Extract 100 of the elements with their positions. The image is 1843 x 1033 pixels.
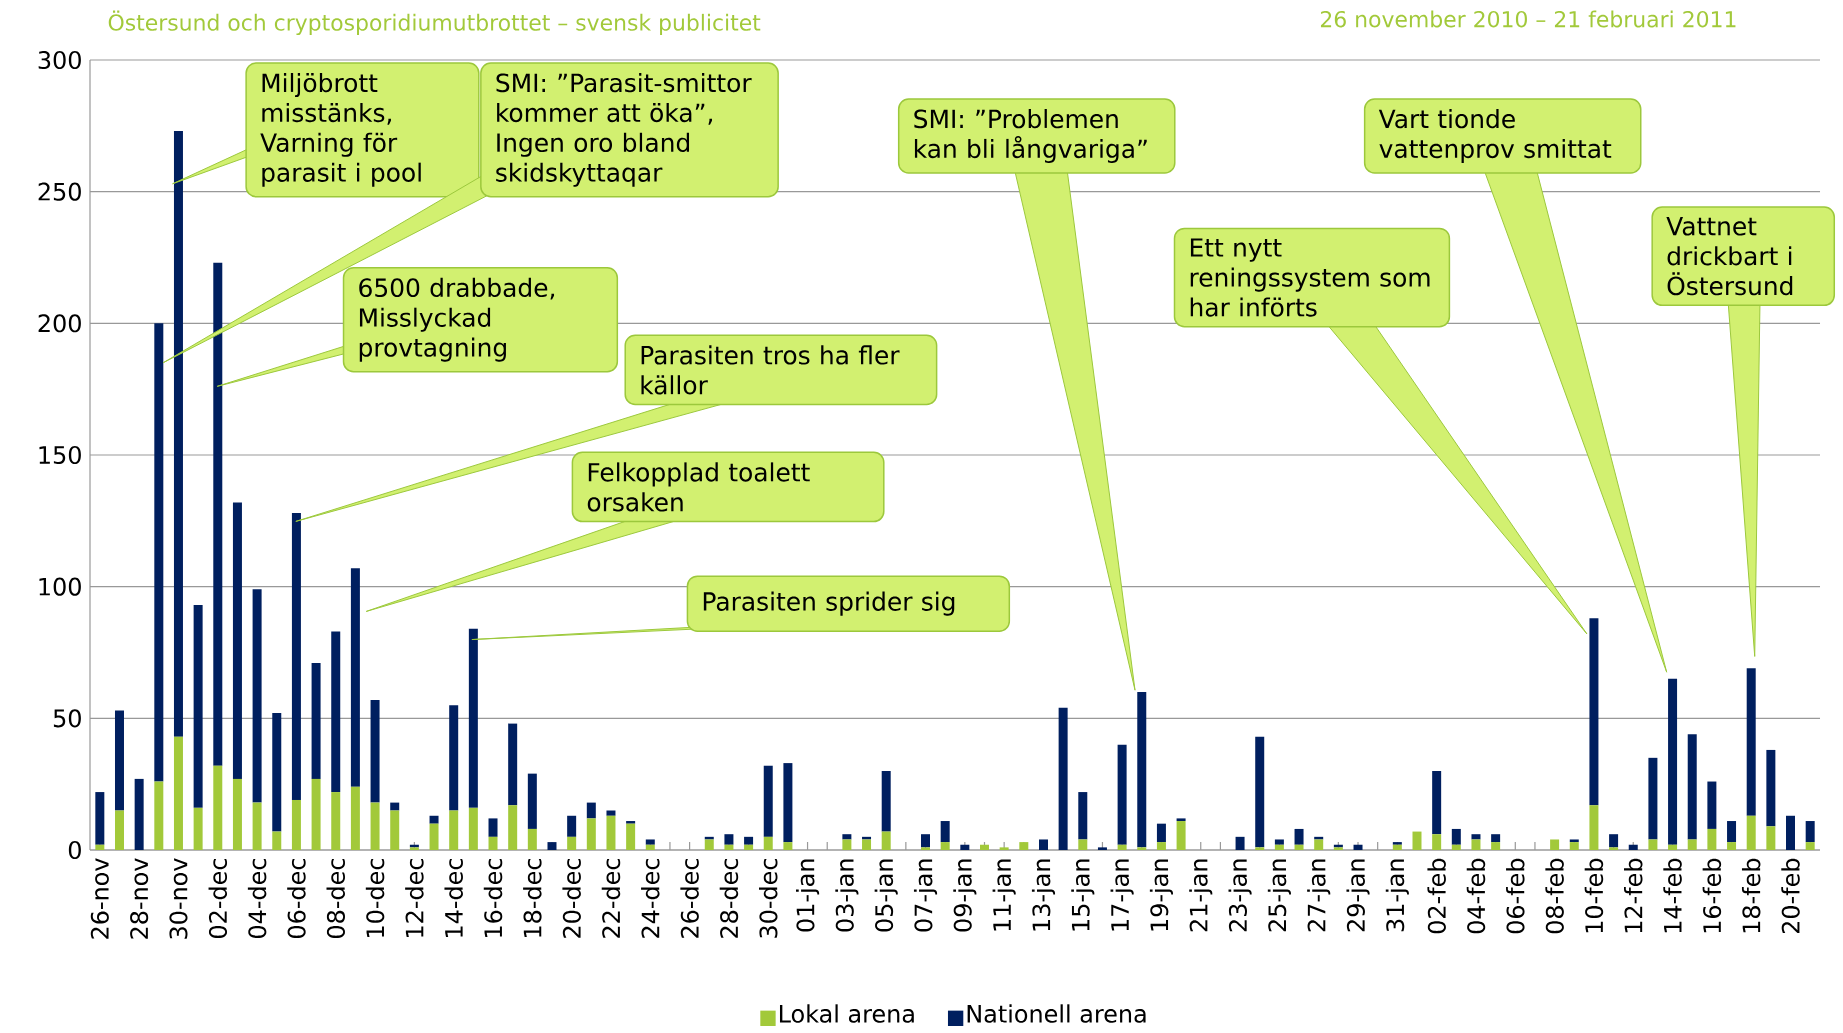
bar	[488, 818, 498, 837]
bar	[881, 831, 891, 850]
bar	[1392, 844, 1402, 850]
bar	[1432, 771, 1442, 835]
bar	[1176, 821, 1186, 850]
bar	[429, 823, 439, 850]
x-tick-label: 27-jan	[1307, 859, 1331, 932]
x-tick-label: 18-dec	[523, 859, 542, 937]
x-tick-label: 16-dec	[483, 859, 503, 937]
y-tick-label: 0	[68, 840, 81, 860]
bar	[1707, 828, 1717, 850]
bar	[272, 713, 282, 832]
bar	[567, 815, 577, 837]
bar	[291, 512, 301, 800]
x-tick-label: 30-dec	[759, 859, 778, 938]
bar	[1294, 844, 1304, 850]
bar	[1550, 839, 1560, 850]
bar	[1491, 842, 1501, 850]
bar	[960, 844, 970, 850]
bar	[645, 839, 655, 845]
annotation: Ett nytt reningssystem som har införts	[1190, 238, 1430, 317]
bar	[331, 792, 341, 850]
x-tick-label: 10-dec	[365, 859, 385, 937]
bar	[1609, 847, 1619, 850]
bar	[1668, 678, 1678, 845]
x-tick-label: 25-jan	[1267, 859, 1291, 932]
x-tick-label: 20-dec	[562, 859, 581, 938]
bar	[1569, 842, 1579, 850]
x-tick-label: 22-dec	[601, 859, 621, 938]
annotation: SMI: ”Parasit-smittor kommer att öka”, Ingen oro bland skidskyttaqar	[496, 72, 752, 187]
bar	[1235, 836, 1245, 850]
bar	[370, 802, 380, 850]
bar	[744, 844, 754, 850]
x-tick-label: 12-feb	[1624, 858, 1643, 933]
bar	[154, 781, 164, 850]
bar	[1628, 844, 1638, 850]
bar	[213, 262, 223, 766]
bar	[1766, 749, 1776, 827]
x-tick-label: 28-dec	[719, 859, 739, 938]
y-tick-label: 150	[39, 445, 81, 465]
bar	[1668, 844, 1678, 850]
chart-subtitle: 26 november 2010 – 21 februari 2011	[1320, 10, 1736, 28]
legend-label: Nationell arena	[967, 1004, 1146, 1023]
bar	[1687, 839, 1697, 850]
bar	[1589, 805, 1599, 850]
bar	[1727, 821, 1737, 843]
bar	[1569, 839, 1579, 843]
x-tick-label: 16-feb	[1702, 858, 1722, 933]
bar	[626, 821, 636, 824]
bar	[527, 773, 537, 829]
bar	[95, 792, 105, 845]
bar	[1471, 834, 1481, 840]
x-tick-label: 06-dec	[287, 859, 306, 939]
bar	[645, 844, 655, 850]
bar	[1451, 844, 1461, 850]
bar	[586, 802, 596, 819]
annotation: Vattnet drickbart i Östersund	[1666, 217, 1793, 296]
bar	[1137, 692, 1147, 848]
bar	[252, 589, 262, 803]
bar	[1746, 668, 1756, 816]
bar	[193, 807, 203, 850]
bar	[350, 786, 360, 850]
bar	[311, 663, 321, 779]
bar	[508, 723, 518, 806]
bar	[114, 810, 124, 850]
bar	[1589, 618, 1599, 806]
bar	[1156, 842, 1166, 850]
bar	[724, 834, 734, 845]
bar	[1707, 781, 1717, 829]
x-tick-label: 12-dec	[405, 859, 424, 937]
bar	[744, 836, 754, 845]
x-tick-label: 03-jan	[835, 859, 859, 932]
bar	[1471, 839, 1481, 850]
bar	[1451, 828, 1461, 845]
x-tick-label: 11-jan	[992, 859, 1016, 931]
bar	[1648, 839, 1658, 850]
x-tick-label: 02-dec	[208, 859, 228, 939]
bar	[154, 323, 164, 782]
y-tick-label: 300	[38, 50, 81, 70]
bar	[1392, 842, 1402, 845]
x-tick-label: 14-feb	[1663, 858, 1682, 933]
bar	[1274, 844, 1284, 850]
bar	[783, 763, 793, 843]
bar	[1805, 842, 1815, 850]
annotation: Felkopplad toalett orsaken	[587, 462, 810, 512]
bar	[921, 834, 931, 848]
x-tick-label: 10-feb	[1584, 858, 1604, 933]
x-tick-label: 14-dec	[444, 859, 463, 937]
x-tick-label: 04-feb	[1466, 858, 1486, 934]
bar	[1432, 834, 1442, 850]
x-tick-label: 04-dec	[247, 859, 267, 939]
bar	[213, 765, 223, 850]
bar	[468, 628, 478, 808]
x-tick-label: 02-feb	[1427, 858, 1446, 934]
bar	[449, 705, 459, 811]
bar	[311, 778, 321, 850]
bar	[390, 810, 400, 850]
bar	[1491, 834, 1501, 843]
bar	[1609, 834, 1619, 848]
annotation: Vart tionde vattenprov smittat	[1378, 109, 1612, 163]
